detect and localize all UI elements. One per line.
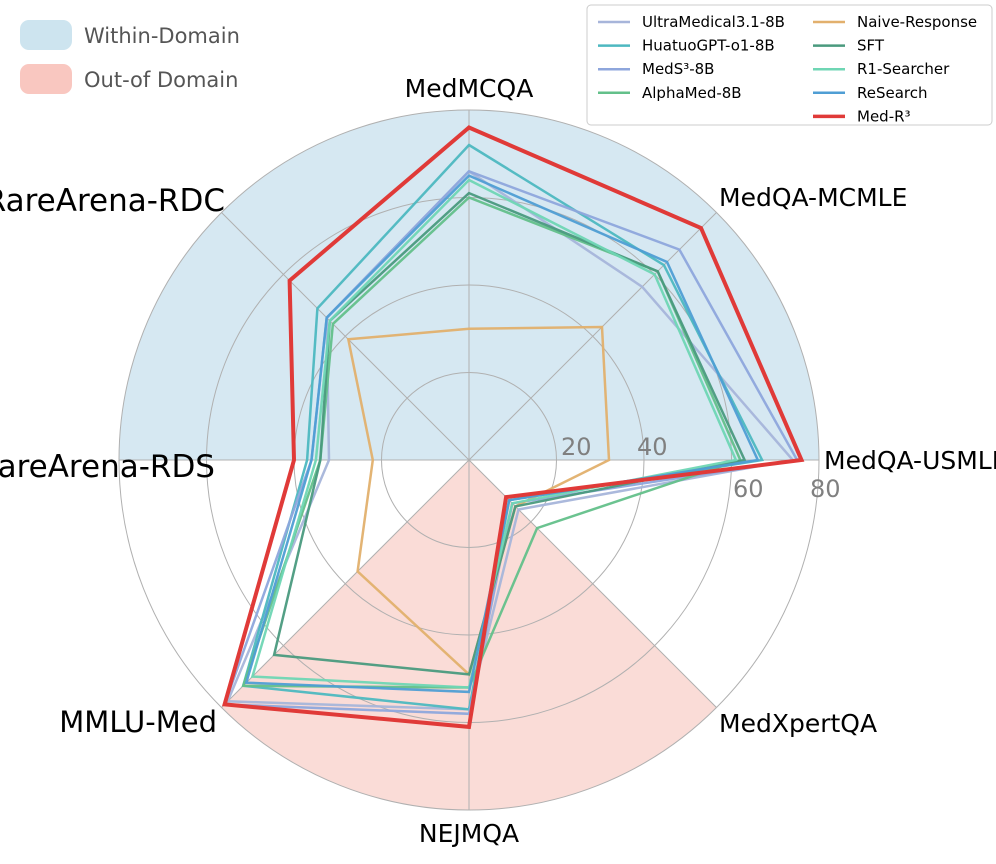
legend-label-med-r: Med-R³ bbox=[857, 107, 911, 125]
series-sft bbox=[272, 191, 747, 676]
radar-series bbox=[222, 125, 805, 730]
legend-label-r1-searcher: R1-Searcher bbox=[857, 60, 950, 78]
legend-label-ultramedical3-1-8b: UltraMedical3.1-8B bbox=[642, 13, 785, 31]
axis-label-mmlu-med: MMLU-Med bbox=[59, 705, 217, 739]
out-of-domain-label: Out-of Domain bbox=[84, 68, 238, 92]
within-domain-swatch bbox=[20, 20, 72, 50]
legend-column-2: Naive-Response SFT R1-Searcher ReSearch Med-… bbox=[813, 13, 977, 125]
axis-label-medqa-usmle: MedQA-USMLE bbox=[824, 446, 996, 475]
axis-label-rarearena-rds: RareArena-RDS bbox=[0, 449, 215, 485]
tick-label-40: 40 bbox=[637, 433, 668, 461]
tick-label-60: 60 bbox=[733, 475, 764, 503]
legend-frame bbox=[586, 4, 993, 126]
series-med-r bbox=[222, 125, 805, 730]
spoke-mmlu-med bbox=[221, 459, 470, 708]
axis-label-rarearena-rdc: RareArena-RDC bbox=[0, 183, 225, 219]
axis-label-nejmqa: NEJMQA bbox=[419, 819, 519, 848]
within-domain-label: Within-Domain bbox=[84, 24, 240, 48]
legend-column-1: UltraMedical3.1-8B HuatuoGPT-o1-8B MedS³-8… bbox=[598, 13, 785, 102]
tick-label-80: 80 bbox=[810, 475, 841, 503]
axis-label-medqa-mcmle: MedQA-MCMLE bbox=[719, 183, 907, 212]
series-legend: UltraMedical3.1-8B HuatuoGPT-o1-8B MedS³-8… bbox=[586, 4, 993, 126]
axis-label-medxpertqa: MedXpertQA bbox=[719, 709, 877, 738]
series-research bbox=[244, 174, 760, 694]
out-of-domain-swatch bbox=[20, 64, 72, 94]
tick-label-20: 20 bbox=[561, 433, 592, 461]
domain-key: Within-Domain Out-of Domain bbox=[20, 20, 240, 94]
spoke-medqa-mcmle bbox=[468, 212, 717, 461]
spoke-rarearena-rdc bbox=[221, 212, 470, 461]
legend-label-research: ReSearch bbox=[857, 84, 928, 102]
legend-label-meds-8b: MedS³-8B bbox=[642, 60, 714, 78]
axis-label-medmcqa: MedMCQA bbox=[405, 74, 534, 103]
legend-label-alphamed-8b: AlphaMed-8B bbox=[642, 84, 742, 102]
axis-labels: MedMCQA MedQA-MCMLE MedQA-USMLE MedXpertQA N… bbox=[0, 74, 996, 848]
radial-tick-labels: 20 40 60 80 bbox=[561, 433, 841, 503]
legend-label-huatuogpt-o1-8b: HuatuoGPT-o1-8B bbox=[642, 37, 775, 55]
legend-label-naive-response: Naive-Response bbox=[857, 13, 977, 31]
legend-label-sft: SFT bbox=[857, 37, 885, 55]
